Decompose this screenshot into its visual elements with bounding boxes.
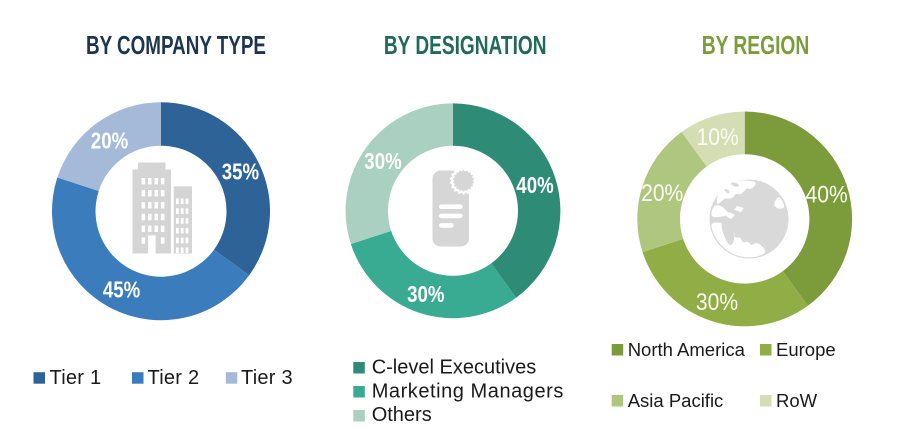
svg-text:Marketing Managers: Marketing Managers (372, 380, 564, 402)
svg-text:Tier 1: Tier 1 (50, 367, 102, 389)
svg-text:30%: 30% (364, 149, 401, 174)
svg-text:40%: 40% (805, 181, 847, 208)
svg-text:North America: North America (628, 339, 746, 360)
svg-text:BY DESIGNATION: BY DESIGNATION (384, 30, 547, 60)
svg-text:BY REGION: BY REGION (702, 30, 810, 60)
svg-text:Asia Pacific: Asia Pacific (628, 390, 724, 411)
svg-text:40%: 40% (516, 173, 553, 198)
svg-text:20%: 20% (641, 180, 683, 207)
svg-text:10%: 10% (696, 124, 738, 151)
svg-text:35%: 35% (222, 160, 259, 185)
svg-text:RoW: RoW (776, 390, 818, 411)
svg-text:20%: 20% (91, 129, 128, 154)
svg-text:Others: Others (372, 404, 432, 426)
svg-text:Tier 2: Tier 2 (148, 367, 200, 389)
svg-text:30%: 30% (407, 282, 444, 307)
svg-text:Europe: Europe (776, 339, 836, 360)
svg-text:30%: 30% (696, 289, 738, 316)
svg-text:Tier 3: Tier 3 (241, 367, 293, 389)
svg-text:C-level Executives: C-level Executives (372, 356, 537, 378)
svg-text:45%: 45% (103, 278, 140, 303)
svg-text:BY COMPANY TYPE: BY COMPANY TYPE (86, 30, 266, 60)
